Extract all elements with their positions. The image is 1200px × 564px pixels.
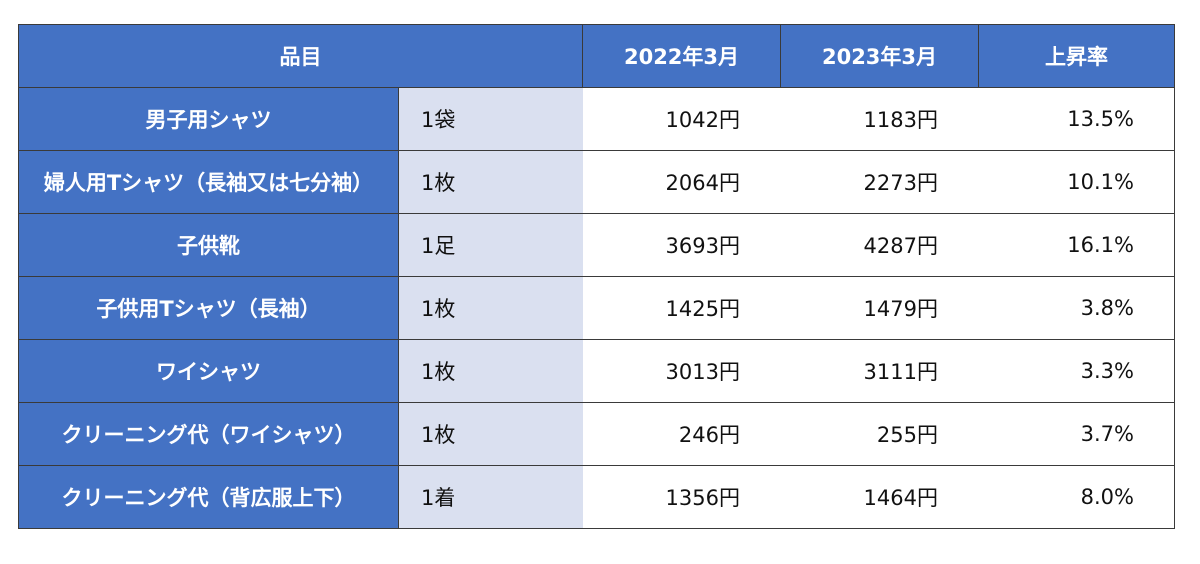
price-2022-cell: 246円 (582, 402, 781, 466)
unit-cell: 1袋 (398, 87, 583, 151)
unit-cell: 1枚 (398, 402, 583, 466)
rate-cell: 8.0% (978, 465, 1175, 529)
unit-cell: 1枚 (398, 276, 583, 340)
item-cell: 婦人用Tシャツ（長袖又は七分袖） (18, 150, 399, 214)
unit-cell: 1着 (398, 465, 583, 529)
item-cell: クリーニング代（背広服上下） (18, 465, 399, 529)
unit-cell: 1枚 (398, 339, 583, 403)
price-2023-cell: 3111円 (780, 339, 979, 403)
header-cell: 品目 (18, 24, 583, 88)
price-2022-cell: 1425円 (582, 276, 781, 340)
unit-cell: 1枚 (398, 150, 583, 214)
item-cell: クリーニング代（ワイシャツ） (18, 402, 399, 466)
table-row: クリーニング代（背広服上下） 1着 1356円 1464円 8.0% (18, 465, 1175, 529)
header-cell: 上昇率 (978, 24, 1175, 88)
price-2023-cell: 1464円 (780, 465, 979, 529)
item-cell: 子供用Tシャツ（長袖） (18, 276, 399, 340)
price-2022-cell: 3693円 (582, 213, 781, 277)
rate-cell: 3.7% (978, 402, 1175, 466)
price-2022-cell: 3013円 (582, 339, 781, 403)
header-cell: 2023年3月 (780, 24, 979, 88)
header-cell: 2022年3月 (582, 24, 781, 88)
header-row: 品目 2022年3月 2023年3月 上昇率 (18, 24, 1175, 88)
item-cell: 子供靴 (18, 213, 399, 277)
rate-cell: 3.3% (978, 339, 1175, 403)
table-body: 男子用シャツ 1袋 1042円 1183円 13.5% 婦人用Tシャツ（長袖又は七分袖） 1… (18, 87, 1175, 529)
unit-cell: 1足 (398, 213, 583, 277)
rate-cell: 3.8% (978, 276, 1175, 340)
price-2023-cell: 4287円 (780, 213, 979, 277)
price-2023-cell: 1183円 (780, 87, 979, 151)
rate-cell: 13.5% (978, 87, 1175, 151)
table-row: 男子用シャツ 1袋 1042円 1183円 13.5% (18, 87, 1175, 151)
item-cell: 男子用シャツ (18, 87, 399, 151)
rate-cell: 10.1% (978, 150, 1175, 214)
price-2023-cell: 255円 (780, 402, 979, 466)
table-row: 子供靴 1足 3693円 4287円 16.1% (18, 213, 1175, 277)
price-2023-cell: 1479円 (780, 276, 979, 340)
table-row: 子供用Tシャツ（長袖） 1枚 1425円 1479円 3.8% (18, 276, 1175, 340)
price-2022-cell: 2064円 (582, 150, 781, 214)
table-row: ワイシャツ 1枚 3013円 3111円 3.3% (18, 339, 1175, 403)
price-2022-cell: 1042円 (582, 87, 781, 151)
rate-cell: 16.1% (978, 213, 1175, 277)
table-row: クリーニング代（ワイシャツ） 1枚 246円 255円 3.7% (18, 402, 1175, 466)
table-row: 婦人用Tシャツ（長袖又は七分袖） 1枚 2064円 2273円 10.1% (18, 150, 1175, 214)
price-2023-cell: 2273円 (780, 150, 979, 214)
price-table: 品目 2022年3月 2023年3月 上昇率 男子用シャツ 1袋 1042円 1183円 13… (18, 24, 1175, 529)
table-container: 品目 2022年3月 2023年3月 上昇率 男子用シャツ 1袋 1042円 1183円 13… (18, 24, 1175, 529)
item-cell: ワイシャツ (18, 339, 399, 403)
price-2022-cell: 1356円 (582, 465, 781, 529)
